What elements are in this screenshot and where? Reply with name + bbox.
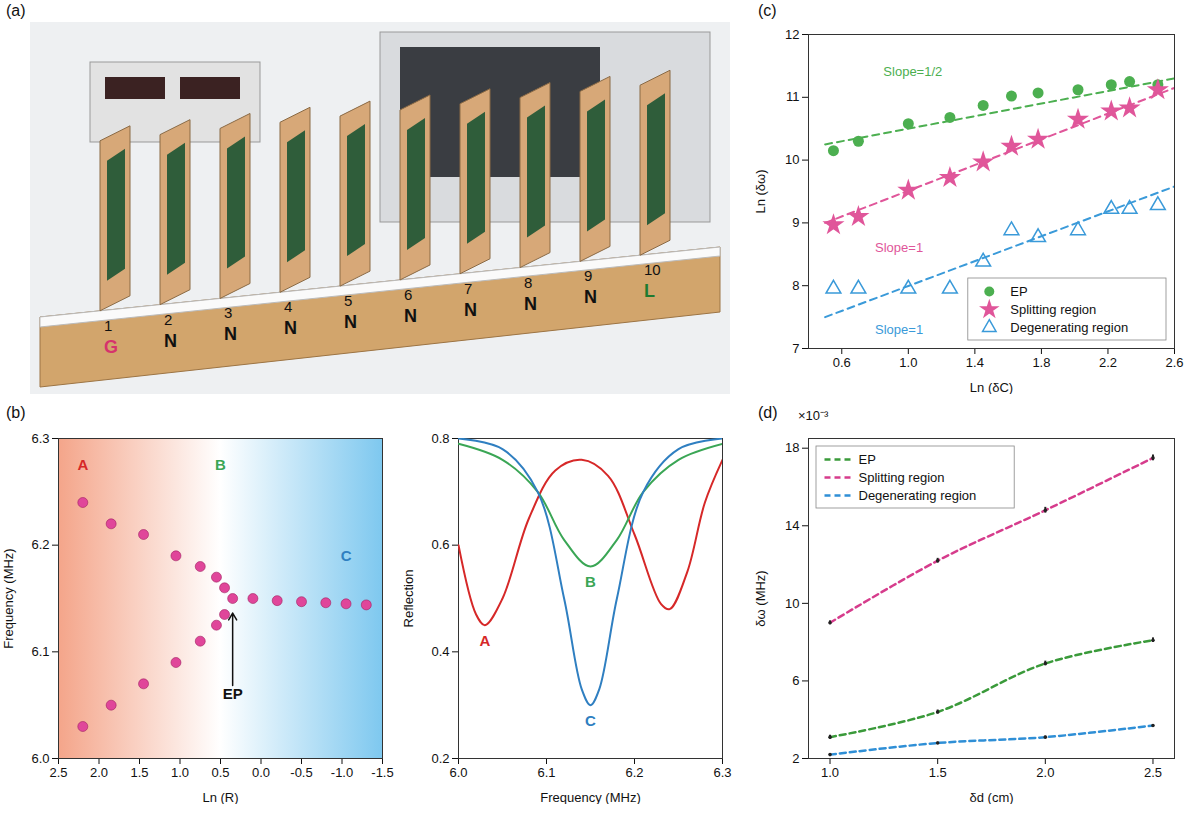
svg-text:4: 4	[284, 298, 292, 315]
svg-text:0.8: 0.8	[431, 431, 449, 446]
svg-text:10: 10	[785, 152, 799, 167]
svg-text:9: 9	[584, 267, 592, 284]
svg-text:5: 5	[344, 292, 352, 309]
html-text:(a): (a)	[6, 2, 26, 19]
svg-text:C: C	[585, 712, 596, 729]
svg-text:N: N	[284, 318, 297, 338]
svg-text:2.5: 2.5	[49, 765, 67, 780]
svg-text:8: 8	[792, 278, 799, 293]
svg-text:6.3: 6.3	[713, 765, 731, 780]
svg-text:1.4: 1.4	[966, 355, 984, 370]
svg-text:2.0: 2.0	[1036, 765, 1054, 780]
svg-text:18: 18	[785, 440, 799, 455]
svg-text:EP: EP	[859, 452, 876, 467]
svg-text:-1.0: -1.0	[331, 765, 353, 780]
svg-text:EP: EP	[1010, 284, 1027, 299]
svg-text:Frequency (MHz): Frequency (MHz)	[1, 548, 16, 648]
html-text:×10⁻³: ×10⁻³	[798, 408, 829, 423]
svg-text:0.6: 0.6	[431, 537, 449, 552]
svg-text:9: 9	[792, 215, 799, 230]
svg-text:12: 12	[785, 27, 799, 42]
svg-text:2.5: 2.5	[1144, 765, 1162, 780]
svg-text:-1.5: -1.5	[371, 765, 393, 780]
svg-text:14: 14	[785, 518, 799, 533]
svg-text:6.2: 6.2	[31, 537, 49, 552]
svg-text:3: 3	[224, 304, 232, 321]
svg-text:N: N	[344, 312, 357, 332]
svg-text:N: N	[224, 324, 237, 344]
svg-text:0.0: 0.0	[252, 765, 270, 780]
svg-text:0.4: 0.4	[431, 644, 449, 659]
svg-text:6: 6	[792, 673, 799, 688]
svg-text:6.1: 6.1	[31, 644, 49, 659]
svg-text:2: 2	[164, 311, 172, 328]
svg-text:C: C	[341, 547, 352, 564]
svg-text:EP: EP	[223, 685, 243, 702]
svg-text:6.2: 6.2	[625, 765, 643, 780]
svg-text:0.5: 0.5	[211, 765, 229, 780]
svg-text:Degenerating region: Degenerating region	[1010, 320, 1128, 335]
svg-text:1.0: 1.0	[171, 765, 189, 780]
svg-text:6.3: 6.3	[31, 431, 49, 446]
svg-text:Reflection: Reflection	[401, 570, 416, 628]
svg-text:7: 7	[792, 341, 799, 356]
svg-text:N: N	[464, 300, 477, 320]
svg-text:Ln (δω): Ln (δω)	[753, 169, 768, 213]
svg-text:A: A	[77, 456, 88, 473]
svg-text:2: 2	[792, 751, 799, 766]
svg-text:2.0: 2.0	[90, 765, 108, 780]
svg-text:Frequency (MHz): Frequency (MHz)	[540, 790, 640, 805]
svg-text:1.0: 1.0	[899, 355, 917, 370]
html-text:(b): (b)	[6, 404, 26, 421]
svg-text:A: A	[479, 632, 490, 649]
html-text:(c): (c)	[758, 2, 777, 19]
svg-text:8: 8	[524, 274, 532, 291]
svg-text:1.5: 1.5	[929, 765, 947, 780]
svg-text:δd (cm): δd (cm)	[969, 790, 1013, 805]
svg-text:Ln (R): Ln (R)	[202, 790, 238, 805]
svg-text:6.0: 6.0	[31, 751, 49, 766]
svg-text:6: 6	[404, 286, 412, 303]
svg-text:B: B	[215, 456, 226, 473]
svg-text:N: N	[524, 294, 537, 314]
svg-text:δω (MHz): δω (MHz)	[753, 570, 768, 626]
svg-text:6.0: 6.0	[449, 765, 467, 780]
svg-text:10: 10	[785, 596, 799, 611]
svg-text:Splitting region: Splitting region	[1010, 302, 1096, 317]
svg-text:11: 11	[786, 89, 800, 104]
svg-text:L: L	[644, 281, 655, 301]
svg-text:0.2: 0.2	[431, 751, 449, 766]
svg-text:Degenerating region: Degenerating region	[859, 488, 977, 503]
svg-text:1.5: 1.5	[130, 765, 148, 780]
html-text:(d): (d)	[758, 404, 778, 421]
svg-text:N: N	[404, 306, 417, 326]
svg-text:7: 7	[464, 280, 472, 297]
svg-text:1.0: 1.0	[821, 765, 839, 780]
svg-text:Slope=1: Slope=1	[875, 322, 923, 337]
svg-text:Slope=1: Slope=1	[875, 240, 923, 255]
svg-text:2.6: 2.6	[1165, 355, 1183, 370]
svg-text:1: 1	[104, 317, 112, 334]
svg-text:6.1: 6.1	[537, 765, 555, 780]
svg-text:0.6: 0.6	[833, 355, 851, 370]
svg-text:Slope=1/2: Slope=1/2	[883, 64, 942, 79]
svg-text:Ln (δC): Ln (δC)	[970, 380, 1013, 395]
svg-text:Splitting region: Splitting region	[859, 470, 945, 485]
svg-text:-0.5: -0.5	[290, 765, 312, 780]
svg-text:G: G	[104, 337, 118, 357]
svg-text:N: N	[584, 287, 597, 307]
svg-text:10: 10	[644, 261, 661, 278]
svg-text:B: B	[585, 573, 596, 590]
svg-text:1.8: 1.8	[1032, 355, 1050, 370]
svg-text:N: N	[164, 331, 177, 351]
svg-text:2.2: 2.2	[1099, 355, 1117, 370]
